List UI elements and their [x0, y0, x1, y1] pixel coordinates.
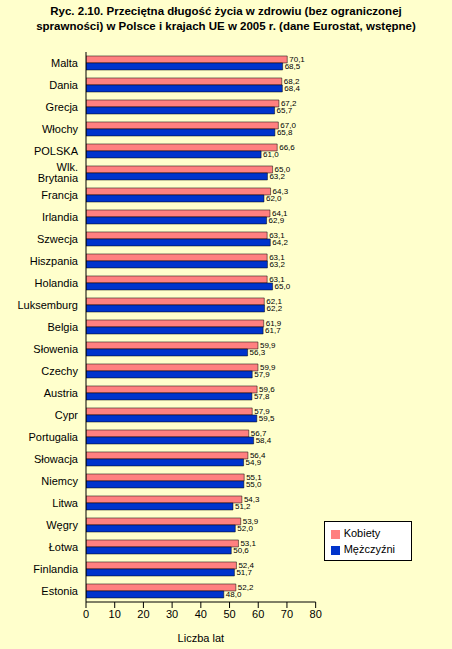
- svg-text:56,3: 56,3: [250, 348, 266, 357]
- svg-text:53,9: 53,9: [242, 517, 259, 527]
- svg-text:60: 60: [252, 608, 264, 620]
- svg-text:POLSKA: POLSKA: [34, 145, 79, 157]
- svg-text:Holandia: Holandia: [35, 277, 79, 289]
- svg-text:68,4: 68,4: [284, 84, 300, 93]
- svg-text:52,2: 52,2: [237, 583, 254, 593]
- svg-text:58,4: 58,4: [256, 436, 272, 445]
- svg-text:50: 50: [223, 608, 235, 620]
- svg-text:Włochy: Włochy: [42, 123, 79, 135]
- svg-text:55,0: 55,0: [246, 480, 262, 489]
- svg-text:56,4: 56,4: [249, 451, 266, 461]
- svg-text:Słowenia: Słowenia: [33, 343, 79, 355]
- svg-text:Finlandia: Finlandia: [33, 563, 79, 575]
- svg-text:Cypr: Cypr: [55, 409, 79, 421]
- svg-text:67,2: 67,2: [280, 99, 297, 109]
- svg-text:65,0: 65,0: [274, 165, 291, 175]
- svg-text:50,6: 50,6: [233, 546, 249, 555]
- svg-text:Czechy: Czechy: [41, 365, 78, 377]
- svg-text:10: 10: [109, 608, 121, 620]
- svg-text:68,5: 68,5: [285, 62, 301, 71]
- svg-text:57,9: 57,9: [254, 370, 270, 379]
- svg-text:52,4: 52,4: [238, 561, 254, 571]
- svg-text:66,6: 66,6: [279, 143, 295, 152]
- svg-text:56,7: 56,7: [250, 429, 267, 439]
- svg-text:64,2: 64,2: [272, 238, 288, 247]
- svg-text:Francja: Francja: [41, 189, 79, 201]
- html-text:Ryc. 2.10. Przeciętna długość: Ryc. 2.10. Przeciętna długość życia w zd…: [36, 5, 416, 32]
- svg-text:63,1: 63,1: [269, 231, 285, 241]
- svg-text:63,2: 63,2: [269, 172, 285, 181]
- svg-text:Malta: Malta: [51, 57, 79, 69]
- svg-text:65,7: 65,7: [277, 106, 293, 115]
- svg-text:53,1: 53,1: [240, 539, 256, 549]
- svg-text:Estonia: Estonia: [41, 585, 79, 597]
- svg-text:59,9: 59,9: [260, 341, 276, 351]
- html-text:Mężczyźni: Mężczyźni: [343, 543, 395, 555]
- svg-text:64,3: 64,3: [272, 187, 289, 197]
- svg-text:Austria: Austria: [44, 387, 79, 399]
- svg-text:Luksemburg: Luksemburg: [17, 299, 78, 311]
- svg-text:63,1: 63,1: [269, 253, 285, 263]
- svg-text:63,2: 63,2: [269, 260, 285, 269]
- svg-text:62,2: 62,2: [267, 304, 283, 313]
- svg-text:67,0: 67,0: [280, 121, 296, 131]
- svg-text:62,9: 62,9: [269, 216, 285, 225]
- svg-text:61,7: 61,7: [265, 326, 281, 335]
- svg-text:Hiszpania: Hiszpania: [30, 255, 79, 267]
- svg-text:70: 70: [281, 608, 293, 620]
- svg-text:70,1: 70,1: [289, 55, 305, 65]
- svg-text:65,0: 65,0: [275, 282, 291, 291]
- svg-text:51,2: 51,2: [235, 502, 251, 511]
- svg-text:62,0: 62,0: [266, 194, 282, 203]
- svg-text:20: 20: [137, 608, 149, 620]
- svg-text:48,0: 48,0: [226, 590, 242, 599]
- svg-text:64,1: 64,1: [272, 209, 288, 219]
- svg-text:62,1: 62,1: [266, 297, 282, 307]
- svg-text:Słowacja: Słowacja: [34, 453, 79, 465]
- svg-text:54,9: 54,9: [246, 458, 262, 467]
- svg-text:59,9: 59,9: [260, 363, 276, 373]
- svg-text:Liczba lat: Liczba lat: [178, 632, 224, 644]
- svg-text:0: 0: [83, 608, 89, 620]
- svg-text:61,0: 61,0: [263, 150, 279, 159]
- svg-text:Litwa: Litwa: [52, 497, 79, 509]
- svg-text:61,9: 61,9: [265, 319, 282, 329]
- svg-text:59,6: 59,6: [259, 385, 275, 395]
- svg-text:Irlandia: Irlandia: [42, 211, 79, 223]
- svg-text:59,5: 59,5: [259, 414, 275, 423]
- svg-text:68,2: 68,2: [283, 77, 300, 87]
- svg-text:63,1: 63,1: [269, 275, 285, 285]
- svg-text:Szwecja: Szwecja: [37, 233, 79, 245]
- html-text:Kobiety: Kobiety: [343, 527, 381, 539]
- svg-text:Węgry: Węgry: [46, 519, 78, 531]
- svg-text:51,7: 51,7: [236, 568, 252, 577]
- svg-text:80: 80: [310, 608, 322, 620]
- svg-text:65,8: 65,8: [277, 128, 293, 137]
- svg-text:Portugalia: Portugalia: [28, 431, 78, 443]
- svg-text:55,1: 55,1: [246, 473, 262, 483]
- svg-text:40: 40: [195, 608, 207, 620]
- svg-text:Łotwa: Łotwa: [49, 541, 79, 553]
- svg-text:Dania: Dania: [49, 79, 79, 91]
- svg-text:Wlk.Brytania: Wlk.Brytania: [38, 161, 79, 184]
- svg-text:57,9: 57,9: [254, 407, 270, 417]
- svg-text:Niemcy: Niemcy: [41, 475, 78, 487]
- svg-text:57,8: 57,8: [254, 392, 270, 401]
- svg-text:54,3: 54,3: [243, 495, 260, 505]
- svg-text:52,0: 52,0: [237, 524, 253, 533]
- svg-text:Grecja: Grecja: [46, 101, 79, 113]
- svg-text:Belgia: Belgia: [47, 321, 78, 333]
- svg-text:30: 30: [166, 608, 178, 620]
